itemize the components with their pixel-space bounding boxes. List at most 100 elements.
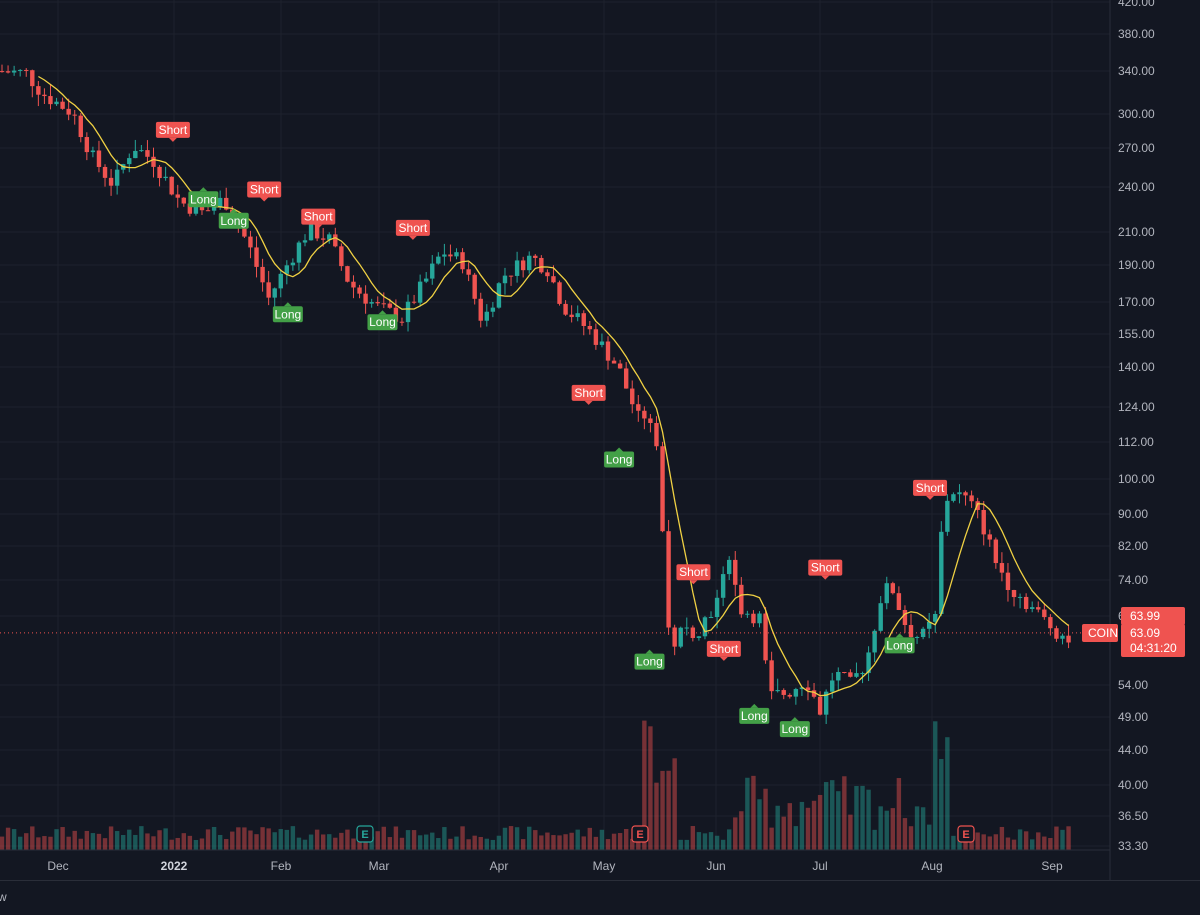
svg-text:Short: Short	[250, 182, 279, 196]
candle-body	[842, 672, 847, 674]
candle-body	[90, 150, 96, 153]
candle-body	[648, 418, 653, 424]
svg-text:Short: Short	[304, 210, 333, 224]
candle-body	[48, 96, 53, 105]
signal-short-label: Short	[676, 564, 711, 585]
candle-body	[520, 260, 526, 271]
volume-bar	[224, 839, 229, 850]
volume-bar	[939, 759, 944, 850]
svg-text:Short: Short	[574, 386, 603, 400]
volume-bar	[575, 829, 580, 850]
candle-body	[714, 597, 720, 618]
candle-body	[375, 302, 380, 304]
candle-body	[720, 574, 726, 598]
earnings-marker[interactable]: E	[356, 825, 374, 843]
svg-text:Long: Long	[741, 709, 768, 723]
volume-bar	[308, 834, 314, 850]
y-tick-label: 420.00	[1118, 0, 1155, 9]
earnings-marker[interactable]: E	[631, 825, 649, 843]
x-tick-label: 2022	[161, 859, 188, 873]
signal-short-label: Short	[913, 479, 948, 500]
y-tick-label: 82.00	[1118, 539, 1148, 553]
candle-body	[605, 341, 611, 361]
candle-body	[96, 150, 102, 167]
moving-average-line	[38, 75, 1070, 697]
candle-body	[745, 613, 750, 615]
candle-body	[563, 303, 568, 315]
volume-bar	[993, 834, 999, 850]
volume-bar	[1060, 829, 1065, 850]
volume-bar	[302, 839, 308, 850]
candle-body	[308, 222, 314, 241]
svg-text:Long: Long	[190, 192, 217, 206]
volume-bar	[539, 835, 544, 850]
volume-bar	[387, 837, 393, 850]
volume-bar	[5, 827, 11, 850]
volume-bar	[472, 835, 477, 850]
volume-bar	[284, 829, 290, 850]
volume-bar	[133, 834, 138, 850]
candle-body	[878, 603, 883, 631]
candle-body	[557, 282, 562, 304]
volume-bar	[690, 826, 696, 850]
volume-bar	[139, 826, 144, 850]
candle-body	[417, 281, 423, 303]
candle-body	[1030, 607, 1035, 609]
volume-bar	[799, 801, 805, 850]
volume-bar	[587, 827, 593, 850]
volume-bar	[1023, 831, 1029, 850]
candle-body	[575, 313, 580, 318]
candle-body	[611, 360, 617, 364]
volume-bar	[757, 799, 762, 850]
candle-body	[411, 301, 417, 303]
signal-labels: Short Long Long Short Long Short Long Short Shor…	[155, 121, 948, 738]
volume-bar	[230, 831, 235, 850]
candle-body	[642, 410, 647, 419]
svg-text:Short: Short	[811, 561, 840, 575]
volume-bar	[836, 791, 841, 850]
volume-bar	[872, 829, 877, 850]
y-tick-label: 90.00	[1118, 507, 1148, 521]
candle-body	[254, 247, 259, 267]
candle-body	[114, 169, 120, 186]
candle-body	[902, 610, 908, 626]
candle-body	[539, 257, 544, 273]
candle-body	[630, 388, 635, 405]
earnings-marker[interactable]: E	[957, 825, 975, 843]
candle-body	[920, 628, 926, 638]
volume-bar	[60, 827, 65, 850]
candle-body	[405, 301, 411, 323]
candle-body	[211, 206, 217, 211]
candle-body	[72, 114, 77, 116]
candle-body	[666, 531, 671, 628]
price-axis[interactable]: 420.00 380.00 340.00 300.00 270.00 240.00 210.…	[1118, 0, 1155, 853]
volume-bar	[642, 720, 647, 850]
volume-bar	[442, 827, 447, 850]
y-tick-label: 49.00	[1118, 710, 1148, 724]
volume-bar	[654, 782, 659, 850]
y-tick-label: 380.00	[1118, 27, 1155, 41]
volume-bar	[987, 836, 992, 850]
volume-bar	[902, 818, 908, 850]
volume-bar	[217, 834, 223, 850]
candle-body	[1036, 607, 1041, 610]
volume-bar	[951, 835, 956, 850]
countdown-timer: 04:31:20	[1130, 641, 1177, 655]
signal-long-label: Long	[604, 447, 635, 468]
candle-body	[569, 314, 574, 318]
signal-long-label: Long	[634, 649, 665, 670]
x-tick-label: Feb	[271, 859, 292, 873]
candle-body	[708, 617, 714, 619]
volume-bar	[242, 827, 247, 850]
candle-body	[939, 531, 944, 614]
candle-body	[42, 94, 47, 97]
volume-bar	[1011, 839, 1017, 850]
candle-body	[181, 197, 186, 204]
candle-body	[320, 238, 326, 240]
volume-bar	[181, 833, 186, 850]
time-axis[interactable]: Dec 2022 Feb Mar Apr May Jun Jul Aug Sep	[47, 859, 1063, 873]
candle-body	[848, 672, 853, 677]
volume-bar	[623, 828, 629, 850]
